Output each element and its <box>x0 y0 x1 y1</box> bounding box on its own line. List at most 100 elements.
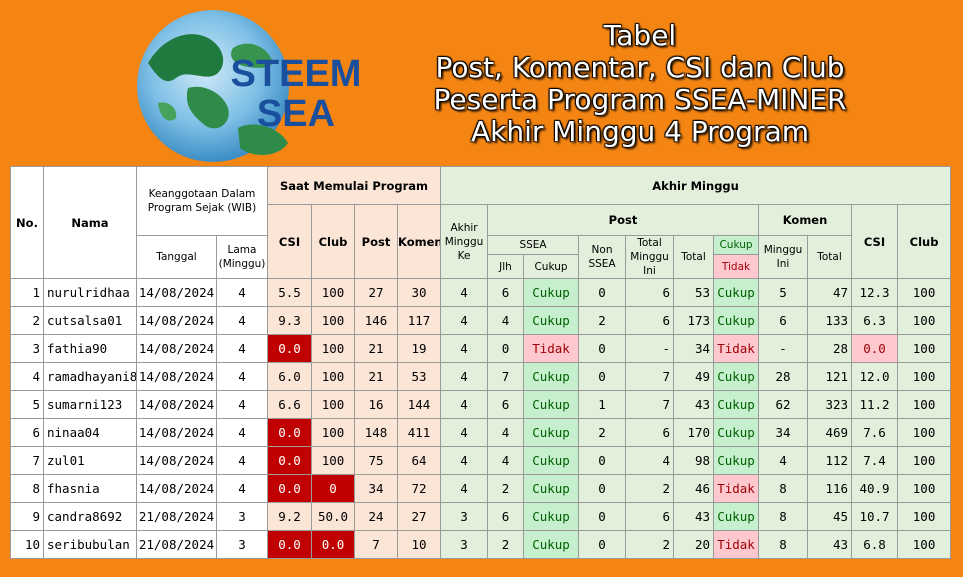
cell-nama: fhasnia <box>43 474 137 503</box>
cell-ssea-cukup: Tidak <box>523 334 580 363</box>
cell-komen-minggu-ini: 6 <box>758 306 809 335</box>
cell-csi-end: 12.3 <box>851 278 899 307</box>
cell-ssea-cukup: Cukup <box>523 418 580 447</box>
cell-club-start: 100 <box>311 390 355 419</box>
cell-komen-start: 30 <box>396 278 442 307</box>
cell-lama: 3 <box>216 530 268 559</box>
cell-post-total: 20 <box>673 530 715 559</box>
header-csi-end: CSI <box>851 204 899 279</box>
cell-status: Cukup <box>713 306 760 335</box>
cell-post-start: 146 <box>354 306 398 335</box>
cell-lama: 4 <box>216 362 268 391</box>
cell-komen-minggu-ini: 34 <box>758 418 809 447</box>
cell-post-total: 46 <box>673 474 715 503</box>
table-row: 5 sumarni123 14/08/2024 4 6.6 100 16 144 4 6 Cukup… <box>10 390 952 419</box>
page-title: Tabel Post, Komentar, CSI dan Club Peser… <box>390 20 890 148</box>
cell-status: Cukup <box>713 390 760 419</box>
cell-jlh: 4 <box>487 446 525 475</box>
cell-post-start: 148 <box>354 418 398 447</box>
cell-total-minggu-ini: 7 <box>625 390 675 419</box>
cell-komen-total: 47 <box>807 278 853 307</box>
cell-ssea-cukup: Cukup <box>523 502 580 531</box>
title-line-1: Tabel <box>603 19 677 52</box>
cell-status: Cukup <box>713 418 760 447</box>
cell-club-end: 100 <box>897 474 952 503</box>
header-komen-total: Total <box>807 235 853 279</box>
cell-akhir-minggu-ke: 4 <box>440 362 489 391</box>
cell-post-start: 21 <box>354 362 398 391</box>
cell-non-ssea: 0 <box>578 362 627 391</box>
cell-post-start: 75 <box>354 446 398 475</box>
table-row: 2 cutsalsa01 14/08/2024 4 9.3 100 146 117 4 4 Cuku… <box>10 306 952 335</box>
header-akhir-minggu: Akhir Minggu <box>440 166 952 205</box>
cell-csi-start: 5.5 <box>267 278 312 307</box>
cell-jlh: 2 <box>487 530 525 559</box>
table-row: 4 ramadhayani8 14/08/2024 4 6.0 100 21 53 4 7 Cuku… <box>10 362 952 391</box>
cell-tanggal: 21/08/2024 <box>136 530 217 559</box>
cell-csi-start: 0.0 <box>267 474 312 503</box>
cell-komen-start: 411 <box>396 418 442 447</box>
header-komen-start: Komen <box>396 204 442 279</box>
cell-post-start: 27 <box>354 278 398 307</box>
cell-ssea-cukup: Cukup <box>523 474 580 503</box>
title-line-3: Peserta Program SSEA-MINER <box>433 83 847 116</box>
cell-non-ssea: 0 <box>578 278 627 307</box>
cell-csi-start: 0.0 <box>267 446 312 475</box>
cell-club-end: 100 <box>897 334 952 363</box>
header-akhir-minggu-ke: Akhir Minggu Ke <box>440 204 489 279</box>
cell-komen-total: 116 <box>807 474 853 503</box>
cell-non-ssea: 0 <box>578 334 627 363</box>
cell-total-minggu-ini: 6 <box>625 418 675 447</box>
cell-no: 4 <box>10 362 44 391</box>
cell-post-total: 98 <box>673 446 715 475</box>
header-post-start: Post <box>354 204 398 279</box>
cell-csi-end: 10.7 <box>851 502 899 531</box>
cell-tanggal: 14/08/2024 <box>136 446 217 475</box>
cell-tanggal: 14/08/2024 <box>136 418 217 447</box>
logo-text-steem: STEEM <box>231 53 362 95</box>
cell-club-end: 100 <box>897 306 952 335</box>
cell-csi-end: 7.6 <box>851 418 899 447</box>
cell-jlh: 6 <box>487 278 525 307</box>
cell-ssea-cukup: Cukup <box>523 306 580 335</box>
cell-club-start: 0.0 <box>311 530 355 559</box>
cell-total-minggu-ini: 4 <box>625 446 675 475</box>
header-post-group: Post <box>487 204 760 236</box>
cell-komen-start: 10 <box>396 530 442 559</box>
cell-status: Cukup <box>713 446 760 475</box>
header-jlh: Jlh <box>487 254 525 279</box>
cell-komen-minggu-ini: 5 <box>758 278 809 307</box>
cell-akhir-minggu-ke: 4 <box>440 278 489 307</box>
cell-post-start: 21 <box>354 334 398 363</box>
cell-komen-total: 45 <box>807 502 853 531</box>
cell-non-ssea: 1 <box>578 390 627 419</box>
cell-tanggal: 14/08/2024 <box>136 474 217 503</box>
cell-komen-total: 133 <box>807 306 853 335</box>
cell-total-minggu-ini: 2 <box>625 474 675 503</box>
cell-komen-minggu-ini: 8 <box>758 530 809 559</box>
cell-jlh: 7 <box>487 362 525 391</box>
cell-non-ssea: 0 <box>578 502 627 531</box>
cell-total-minggu-ini: 7 <box>625 362 675 391</box>
cell-komen-start: 27 <box>396 502 442 531</box>
cell-komen-total: 112 <box>807 446 853 475</box>
cell-komen-minggu-ini: 62 <box>758 390 809 419</box>
cell-no: 2 <box>10 306 44 335</box>
cell-tanggal: 14/08/2024 <box>136 278 217 307</box>
participants-table: No. Nama Keanggotaan Dalam Program Sejak… <box>10 166 952 559</box>
cell-total-minggu-ini: 2 <box>625 530 675 559</box>
legend-cukup: Cukup <box>713 235 760 255</box>
cell-csi-end: 6.8 <box>851 530 899 559</box>
header-saat-mulai: Saat Memulai Program <box>266 166 442 205</box>
cell-csi-start: 9.3 <box>267 306 312 335</box>
cell-komen-start: 144 <box>396 390 442 419</box>
cell-komen-minggu-ini: 8 <box>758 502 809 531</box>
cell-akhir-minggu-ke: 3 <box>440 502 489 531</box>
cell-jlh: 2 <box>487 474 525 503</box>
header-club-end: Club <box>897 204 952 279</box>
cell-no: 8 <box>10 474 44 503</box>
cell-post-start: 24 <box>354 502 398 531</box>
header-no: No. <box>10 166 44 279</box>
header-minggu-ini: Minggu Ini <box>758 235 809 279</box>
cell-club-end: 100 <box>897 502 952 531</box>
